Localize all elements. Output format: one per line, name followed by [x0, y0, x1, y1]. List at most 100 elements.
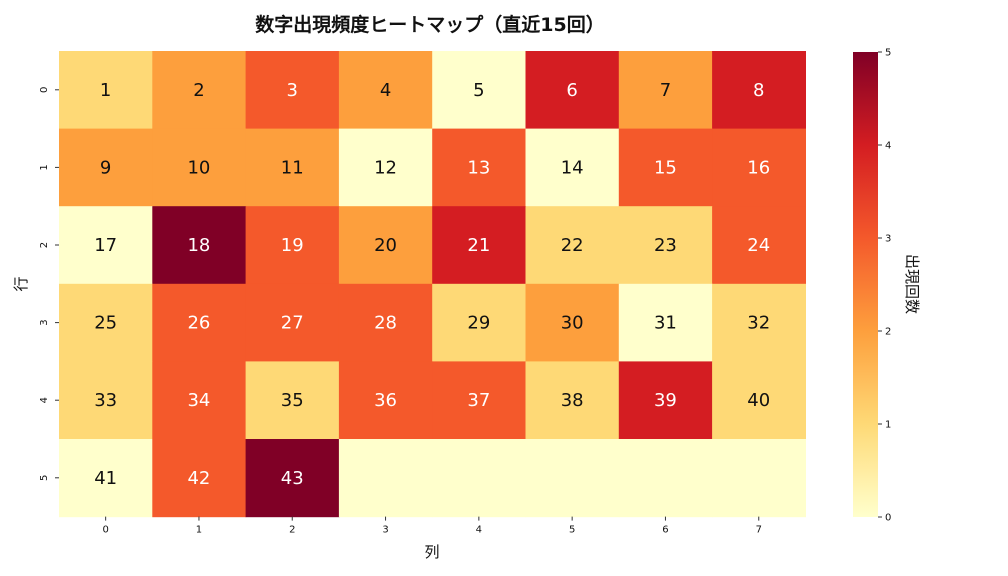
heatmap-cell — [432, 361, 527, 440]
heatmap-cell — [152, 128, 247, 207]
heatmap-cell — [618, 51, 713, 130]
cell-label: 5 — [473, 80, 484, 101]
heatmap-cell — [338, 51, 433, 130]
heatmap-cell — [245, 283, 340, 362]
heatmap-cell — [152, 439, 247, 518]
heatmap-cell — [712, 51, 806, 130]
cell-label: 3 — [287, 80, 298, 101]
cell-label: 43 — [281, 468, 304, 489]
heatmap-cell — [152, 283, 247, 362]
cell-label: 38 — [561, 390, 584, 411]
cell-label: 18 — [187, 235, 210, 256]
y-tick-label: 5 — [39, 475, 50, 481]
cell-label: 15 — [654, 157, 677, 178]
heatmap-cell — [432, 283, 527, 362]
cell-label: 16 — [747, 157, 770, 178]
colorbar-tick-label: 3 — [885, 234, 891, 245]
heatmap-cell — [525, 206, 620, 285]
heatmap-cell — [245, 206, 340, 285]
cell-label: 23 — [654, 235, 677, 256]
heatmap-cell — [432, 206, 527, 285]
cell-label: 21 — [467, 235, 490, 256]
heatmap-cell — [338, 206, 433, 285]
cell-label: 27 — [281, 313, 304, 334]
colorbar-ticks: 0 1 2 3 4 5 — [878, 48, 891, 524]
cell-label: 36 — [374, 390, 397, 411]
heatmap-cell — [712, 206, 806, 285]
heatmap-cell — [618, 206, 713, 285]
cell-label: 41 — [94, 468, 117, 489]
heatmap-cell — [712, 283, 806, 362]
y-axis-ticks: 0 1 2 3 4 5 — [39, 87, 59, 481]
heatmap-cell — [525, 283, 620, 362]
cell-label: 33 — [94, 390, 117, 411]
cell-label: 24 — [747, 235, 770, 256]
heatmap-cell — [245, 361, 340, 440]
cell-label: 19 — [281, 235, 304, 256]
y-axis-label: 行 — [12, 276, 30, 291]
y-tick-label: 4 — [39, 397, 50, 403]
x-tick-label: 5 — [569, 525, 575, 536]
cell-label: 17 — [94, 235, 117, 256]
y-tick-label: 2 — [39, 242, 50, 248]
y-tick-label: 0 — [39, 87, 50, 93]
x-tick-label: 0 — [102, 525, 108, 536]
cell-label: 35 — [281, 390, 304, 411]
heatmap-cell — [525, 439, 620, 518]
colorbar-tick-label: 5 — [885, 48, 891, 59]
heatmap-cell — [59, 51, 153, 130]
heatmap-cell — [59, 128, 153, 207]
cell-label: 8 — [753, 80, 764, 101]
x-tick-label: 7 — [756, 525, 762, 536]
heatmap-cell — [59, 361, 153, 440]
cell-label: 28 — [374, 313, 397, 334]
heatmap-cell — [59, 206, 153, 285]
heatmap-cell — [432, 51, 527, 130]
cell-label: 2 — [193, 80, 204, 101]
heatmap-cell — [245, 128, 340, 207]
cell-label: 42 — [187, 468, 210, 489]
chart-title: 数字出現頻度ヒートマップ（直近15回） — [255, 13, 604, 36]
cell-label: 9 — [100, 157, 111, 178]
cell-label: 1 — [100, 80, 111, 101]
heatmap-cell — [618, 361, 713, 440]
heatmap-cell — [59, 283, 153, 362]
x-tick-label: 6 — [662, 525, 668, 536]
heatmap-cell — [618, 439, 713, 518]
heatmap-cell — [432, 439, 527, 518]
cell-label: 25 — [94, 313, 117, 334]
colorbar — [853, 52, 878, 517]
cell-label: 7 — [660, 80, 671, 101]
heatmap-cell — [525, 128, 620, 207]
heatmap-cell — [618, 128, 713, 207]
heatmap-cells — [59, 51, 806, 518]
cell-label: 34 — [187, 390, 210, 411]
cell-label: 14 — [561, 157, 584, 178]
cell-label: 13 — [467, 157, 490, 178]
heatmap-cell — [712, 128, 806, 207]
heatmap-cell — [712, 439, 806, 518]
heatmap-cell — [152, 51, 247, 130]
x-tick-label: 4 — [476, 525, 482, 536]
cell-label: 32 — [747, 313, 770, 334]
colorbar-tick-label: 4 — [885, 141, 891, 152]
heatmap-cell — [338, 439, 433, 518]
colorbar-label: 出現回数 — [903, 254, 921, 314]
cell-label: 22 — [561, 235, 584, 256]
heatmap-cell — [618, 283, 713, 362]
cell-label: 29 — [467, 313, 490, 334]
cell-label: 20 — [374, 235, 397, 256]
colorbar-tick-label: 0 — [885, 513, 891, 524]
colorbar-tick-label: 2 — [885, 327, 891, 338]
y-tick-label: 3 — [39, 319, 50, 325]
x-tick-label: 3 — [382, 525, 388, 536]
x-tick-label: 1 — [196, 525, 202, 536]
heatmap-cell — [432, 128, 527, 207]
heatmap-cell — [338, 128, 433, 207]
cell-label: 31 — [654, 313, 677, 334]
heatmap-cell — [338, 361, 433, 440]
x-axis-ticks: 0 1 2 3 4 5 6 7 — [102, 516, 762, 536]
heatmap-cell — [525, 51, 620, 130]
cell-label: 12 — [374, 157, 397, 178]
